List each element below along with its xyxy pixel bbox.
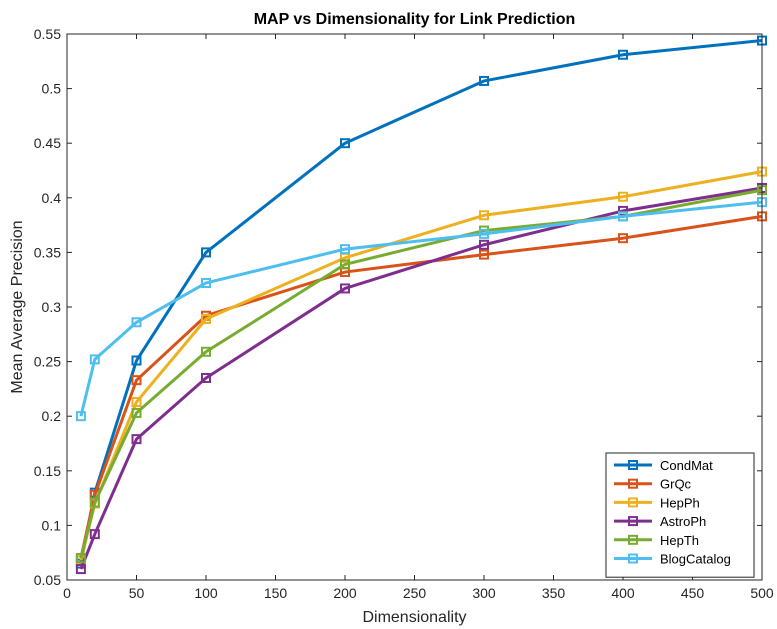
y-tick-label: 0.5	[42, 81, 62, 97]
legend-item: CondMat	[614, 458, 713, 473]
data-point	[340, 283, 350, 294]
data-point	[131, 355, 142, 366]
data-point	[89, 497, 100, 508]
series-line	[79, 39, 763, 564]
data-point	[479, 239, 489, 250]
y-tick-label: 0.05	[34, 572, 61, 588]
x-tick-label: 300	[472, 585, 496, 601]
data-point	[618, 191, 628, 202]
data-point	[131, 407, 142, 418]
data-point	[479, 249, 489, 260]
data-point	[89, 529, 100, 540]
legend-item: HepTh	[614, 533, 699, 548]
x-tick-label: 250	[403, 585, 427, 601]
data-point	[340, 259, 350, 270]
y-tick-label: 0.1	[42, 517, 62, 533]
data-point	[131, 397, 142, 408]
legend-marker	[628, 497, 638, 508]
data-point	[201, 346, 211, 357]
legend-label: GrQc	[660, 477, 692, 492]
x-tick-label: 100	[194, 585, 218, 601]
x-tick-label: 50	[129, 585, 145, 601]
data-point	[618, 233, 628, 244]
data-point	[618, 211, 628, 222]
legend-item: BlogCatalog	[614, 552, 731, 567]
y-tick-label: 0.25	[34, 354, 61, 370]
x-tick-label: 0	[63, 585, 71, 601]
legend-item: GrQc	[614, 477, 692, 492]
chart-title: MAP vs Dimensionality for Link Predictio…	[254, 11, 576, 28]
legend-marker	[628, 553, 638, 564]
x-axis-title: Dimensionality	[362, 609, 466, 626]
y-tick-label: 0.15	[34, 463, 61, 479]
data-point	[89, 354, 100, 365]
data-point	[340, 138, 350, 149]
y-tick-label: 0.4	[42, 190, 62, 206]
data-point	[201, 314, 211, 325]
data-point	[75, 564, 86, 575]
series-line	[79, 214, 763, 559]
y-tick-label: 0.3	[42, 299, 62, 315]
legend-label: BlogCatalog	[660, 552, 731, 567]
series-lines	[75, 35, 767, 575]
data-point	[131, 434, 142, 445]
data-point	[201, 277, 211, 288]
y-tick-label: 0.2	[42, 408, 62, 424]
series-line	[79, 200, 763, 417]
y-tick-label: 0.55	[34, 26, 61, 42]
y-tick-label: 0.45	[34, 135, 61, 151]
data-point	[479, 75, 489, 86]
x-tick-label: 500	[750, 585, 774, 601]
data-point	[131, 317, 142, 328]
data-point	[75, 553, 86, 564]
legend-marker	[628, 516, 638, 527]
legend: CondMat GrQc HepPh AstroPh HepTh BlogCatalog	[605, 452, 755, 578]
x-tick-label: 200	[333, 585, 357, 601]
data-point	[75, 411, 86, 422]
data-point	[340, 244, 350, 255]
data-point	[201, 372, 211, 383]
legend-marker	[628, 460, 638, 470]
data-point	[131, 375, 142, 386]
data-point	[201, 247, 211, 258]
plot-frame	[66, 33, 763, 581]
y-axis-title: Mean Average Precision	[9, 220, 26, 393]
axis-ticks: 0 50 100 150 200 250 300 350 400 450 500 0.05 0.1 0.1…	[34, 26, 774, 601]
data-point	[618, 49, 628, 60]
series-blogcatalog	[75, 197, 767, 422]
series-line	[79, 186, 763, 570]
legend-box	[605, 452, 755, 578]
data-point	[479, 228, 489, 239]
legend-label: HepTh	[660, 533, 699, 548]
legend-marker	[628, 478, 638, 489]
x-tick-label: 400	[611, 585, 635, 601]
y-tick-label: 0.35	[34, 244, 61, 260]
legend-label: HepPh	[660, 495, 700, 510]
x-tick-label: 350	[542, 585, 566, 601]
data-point	[479, 210, 489, 221]
legend-item: AstroPh	[614, 514, 706, 529]
legend-label: CondMat	[660, 458, 713, 473]
legend-item: HepPh	[614, 495, 700, 510]
legend-label: AstroPh	[660, 514, 706, 529]
x-tick-label: 150	[264, 585, 288, 601]
legend-marker	[628, 534, 638, 545]
x-tick-label: 450	[681, 585, 705, 601]
